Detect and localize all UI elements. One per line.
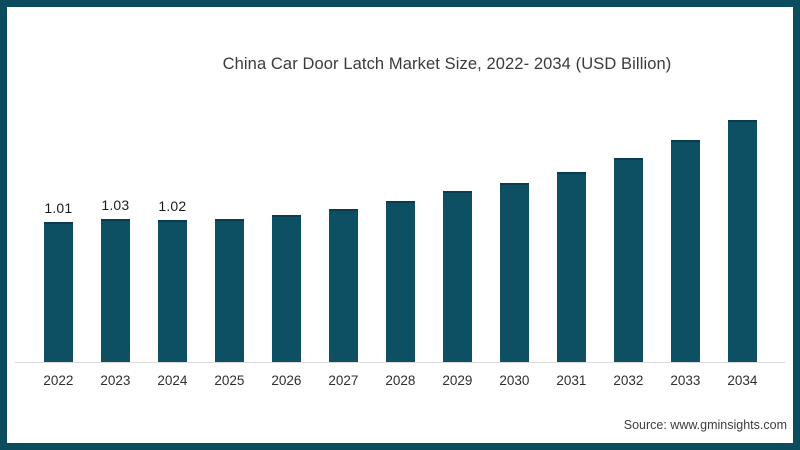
bar-2023: [101, 218, 130, 362]
bar-2028: [386, 200, 415, 362]
x-tick-label-2023: 2023: [100, 373, 131, 388]
x-tick-label-2027: 2027: [328, 373, 359, 388]
x-tick-label-2028: 2028: [385, 373, 416, 388]
x-tick-label-2022: 2022: [43, 373, 74, 388]
bar-value-label-2024: 1.02: [158, 198, 187, 215]
bar-2032: [614, 157, 643, 362]
bar-2026: [272, 214, 301, 362]
bar-2024: [158, 220, 187, 362]
bar-2022: [44, 221, 73, 362]
x-tick-label-2033: 2033: [670, 373, 701, 388]
bar-2031: [557, 171, 586, 362]
chart-title: China Car Door Latch Market Size, 2022- …: [222, 55, 672, 73]
bar-2033: [671, 139, 700, 362]
x-tick-label-2026: 2026: [271, 373, 302, 388]
source-credit: Source: www.gminsights.com: [623, 418, 787, 432]
chart-canvas: China Car Door Latch Market Size, 2022- …: [7, 7, 793, 443]
x-tick-label-2032: 2032: [613, 373, 644, 388]
x-tick-label-2034: 2034: [727, 373, 758, 388]
x-tick-label-2025: 2025: [214, 373, 245, 388]
bar-value-label-2022: 1.01: [44, 199, 73, 216]
bar-2034: [728, 120, 757, 362]
x-tick-label-2030: 2030: [499, 373, 530, 388]
x-tick-label-2024: 2024: [157, 373, 188, 388]
x-tick-label-2031: 2031: [556, 373, 587, 388]
bar-value-label-2023: 1.03: [101, 196, 130, 213]
bar-2025: [215, 218, 244, 362]
bar-2029: [443, 191, 472, 362]
bar-2027: [329, 209, 358, 362]
bar-2030: [500, 182, 529, 362]
x-tick-label-2029: 2029: [442, 373, 473, 388]
x-axis-line: [15, 362, 785, 363]
